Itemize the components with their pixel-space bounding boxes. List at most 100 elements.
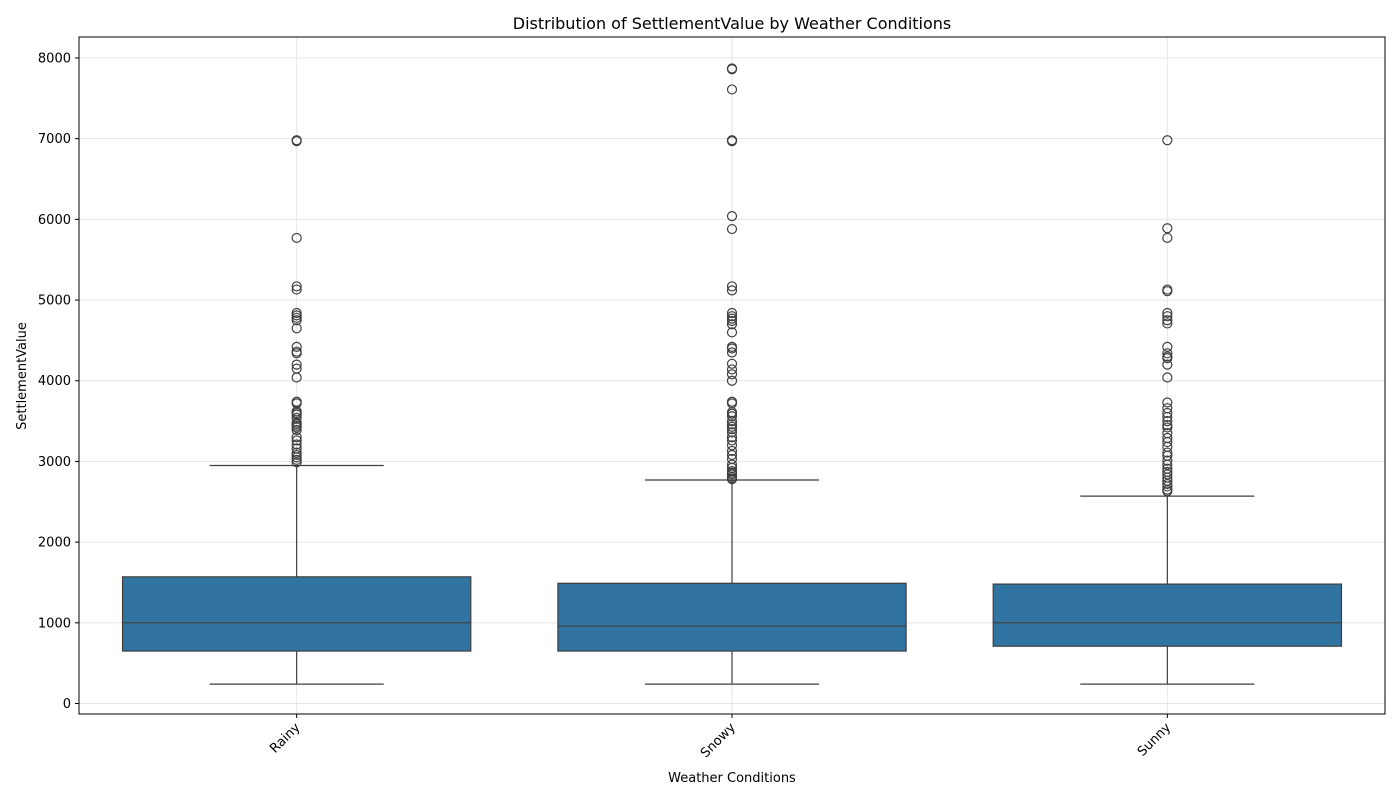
outlier-point [726, 459, 738, 470]
y-tick-label: 7000 [38, 132, 71, 147]
outlier-point [1162, 407, 1173, 419]
box-series [121, 63, 1343, 685]
outlier-point [726, 435, 738, 446]
outlier-point [726, 327, 738, 338]
outlier-point [291, 323, 302, 334]
y-tick-label: 8000 [38, 51, 71, 66]
outlier-point [726, 411, 738, 422]
outlier-point [291, 398, 302, 409]
outlier-point [1162, 447, 1173, 458]
outlier-point [726, 311, 738, 322]
outlier-point [1162, 459, 1173, 470]
outlier-point [1162, 232, 1173, 244]
iqr-box [992, 583, 1343, 647]
outlier-point [726, 421, 738, 432]
y-tick-label: 5000 [38, 294, 71, 309]
x-axis-ticks: Rainy Snowy Sunny [267, 714, 1174, 761]
outlier-point [291, 457, 302, 468]
outlier-point [291, 439, 302, 450]
outlier-point [726, 313, 738, 324]
outlier-point [291, 435, 302, 446]
x-tick-label: Sunny [1135, 720, 1175, 760]
outlier-point [726, 449, 738, 461]
outlier-point [291, 454, 302, 465]
outlier-point [726, 307, 738, 319]
x-axis-title: Weather Conditions [668, 771, 796, 786]
y-axis-ticks: 0 1000 2000 3000 4000 5000 6000 7000 8000 [38, 51, 79, 712]
outlier-point [726, 469, 738, 480]
outlier-point [726, 427, 738, 438]
outlier-point [291, 135, 302, 147]
outlier-point [726, 445, 738, 457]
outlier-point [291, 284, 302, 295]
y-tick-label: 4000 [38, 374, 71, 389]
outlier-point [726, 64, 738, 75]
outlier-point [1162, 307, 1173, 319]
outlier-point [1162, 411, 1173, 423]
y-tick-label: 3000 [38, 455, 71, 470]
outlier-point [726, 211, 738, 222]
outlier-point [291, 412, 302, 423]
outlier-point [726, 424, 738, 435]
outlier-point [291, 449, 302, 461]
outlier-point [1162, 359, 1173, 370]
outlier-point [291, 281, 302, 292]
outlier-point [1162, 223, 1173, 234]
outlier-point [1162, 478, 1173, 490]
outlier-point [1162, 469, 1173, 480]
outlier-point [1162, 422, 1173, 433]
outlier-point [726, 369, 738, 380]
outlier-point [1162, 353, 1173, 364]
outlier-point [726, 364, 738, 375]
outlier-point [726, 440, 738, 451]
outlier-point [1162, 348, 1173, 359]
outlier-point [726, 474, 738, 485]
iqr-box [121, 576, 472, 652]
outlier-point [726, 319, 738, 330]
outlier-point [1162, 486, 1173, 497]
y-tick-label: 0 [63, 697, 71, 712]
outlier-point [726, 415, 738, 427]
outlier-point [726, 347, 738, 358]
outlier-point [291, 424, 302, 436]
outlier-point [291, 307, 302, 319]
iqr-box [557, 582, 907, 652]
box-sunny [992, 135, 1343, 685]
y-tick-label: 1000 [38, 616, 71, 631]
outlier-point [726, 408, 738, 419]
outlier-point [1162, 286, 1173, 297]
outlier-point [726, 375, 738, 386]
outlier-point [291, 422, 302, 433]
outlier-point [291, 409, 302, 420]
y-tick-label: 2000 [38, 536, 71, 551]
outlier-point [726, 343, 738, 354]
x-tick-label: Snowy [698, 720, 739, 761]
box-snowy [557, 63, 907, 685]
outlier-point [726, 84, 738, 95]
outlier-point [1162, 372, 1173, 383]
outlier-point [726, 281, 738, 292]
outlier-point [726, 315, 738, 327]
outlier-point [726, 135, 738, 147]
outlier-point [726, 432, 738, 443]
outlier-point [726, 285, 738, 296]
outlier-point [291, 232, 302, 244]
outlier-point [1162, 455, 1173, 466]
outlier-point [1162, 420, 1173, 431]
outlier-point [1162, 481, 1173, 492]
outlier-point [726, 223, 738, 235]
outlier-point [291, 372, 302, 383]
outlier-point [291, 359, 302, 370]
outlier-point [1162, 397, 1173, 408]
outlier-point [1162, 318, 1173, 329]
outlier-point [1162, 341, 1173, 352]
box-rainy [121, 135, 472, 685]
outlier-point [291, 452, 302, 463]
x-tick-label: Rainy [267, 720, 303, 756]
outlier-point [291, 315, 302, 326]
chart-title: Distribution of SettlementValue by Weath… [513, 14, 952, 33]
outlier-point [291, 312, 302, 323]
outlier-point [291, 432, 302, 443]
outlier-point [1162, 415, 1173, 427]
